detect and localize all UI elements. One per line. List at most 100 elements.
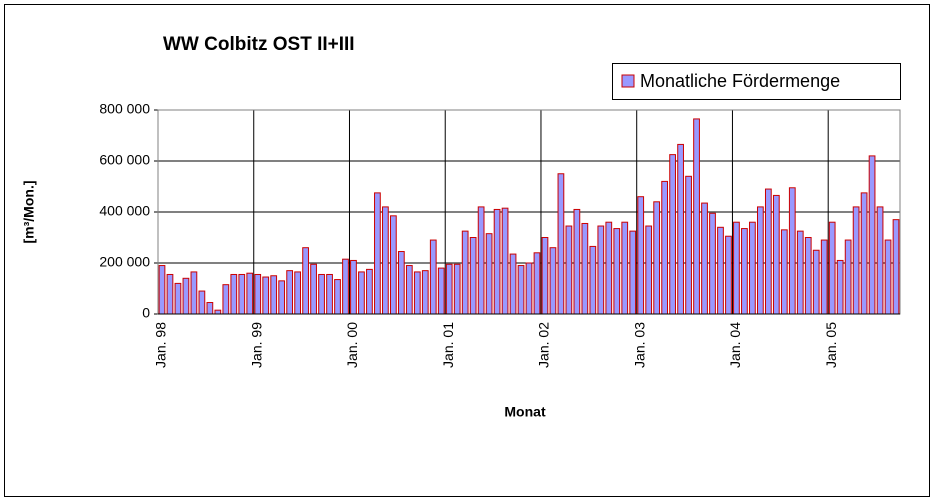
x-axis-label: Monat — [504, 404, 546, 420]
bar — [413, 271, 421, 315]
bar — [581, 222, 589, 315]
bar — [557, 173, 565, 315]
bar — [382, 206, 389, 315]
bar — [485, 233, 493, 315]
bar — [389, 215, 397, 315]
bar — [852, 206, 860, 315]
bar — [764, 188, 772, 315]
x-tick-label: Jan. 00 — [344, 322, 360, 368]
bar — [214, 309, 222, 315]
bar — [206, 302, 214, 315]
x-tick-label: Jan. 02 — [536, 322, 552, 368]
y-tick-label: 800 000 — [99, 101, 150, 117]
bar — [278, 280, 286, 315]
y-tick-label: 200 000 — [99, 254, 150, 270]
bar — [342, 258, 349, 315]
x-tick-label: Jan. 98 — [153, 322, 169, 368]
bar — [397, 251, 405, 315]
bar — [749, 221, 756, 315]
bar — [844, 239, 852, 315]
y-tick-label: 400 000 — [99, 203, 150, 219]
bar — [613, 228, 621, 315]
chart-title: WW Colbitz OST II+III — [163, 34, 355, 55]
bar — [533, 252, 541, 315]
bar — [876, 206, 884, 315]
bar — [501, 207, 509, 315]
bar — [358, 271, 365, 315]
bar — [254, 273, 262, 315]
bar — [174, 282, 182, 315]
bar — [812, 249, 820, 315]
bar — [182, 277, 190, 315]
bar — [693, 118, 700, 315]
bar — [493, 208, 501, 315]
bar — [437, 267, 445, 315]
legend-label: Monatliche Fördermenge — [640, 71, 840, 91]
bar — [605, 221, 613, 315]
bar — [238, 273, 246, 315]
bar — [796, 230, 804, 315]
bar — [860, 192, 868, 315]
bar — [302, 247, 309, 315]
bar — [286, 270, 294, 315]
bar — [158, 265, 166, 315]
legend-swatch — [621, 74, 635, 88]
bar — [246, 272, 254, 315]
bar — [525, 262, 533, 315]
x-tick-label: Jan. 01 — [440, 322, 456, 368]
y-tick-label: 0 — [142, 305, 150, 321]
bar — [350, 259, 357, 315]
x-tick-label: Jan. 04 — [727, 322, 743, 368]
x-tick-label: Jan. 99 — [248, 322, 264, 368]
bar — [445, 263, 453, 315]
bar — [469, 237, 477, 315]
bar — [780, 229, 788, 315]
bar — [788, 187, 796, 315]
bar — [669, 154, 676, 315]
bar — [310, 263, 317, 315]
bar — [661, 180, 669, 315]
bar — [884, 239, 892, 315]
bar — [262, 276, 270, 315]
bar — [836, 259, 844, 315]
bar — [429, 239, 437, 315]
bar — [230, 273, 238, 315]
bar — [405, 265, 413, 315]
y-tick-label: 600 000 — [99, 152, 150, 168]
bar — [892, 219, 900, 315]
bar — [717, 226, 724, 315]
bar — [621, 221, 629, 315]
bar — [374, 192, 381, 315]
bar — [645, 225, 653, 315]
bar — [741, 228, 748, 315]
bar — [725, 235, 732, 315]
bar — [804, 237, 812, 315]
bar — [868, 155, 876, 315]
bar — [453, 263, 461, 315]
bar — [757, 206, 764, 315]
bar — [366, 268, 373, 315]
legend — [612, 63, 901, 100]
x-tick-label: Jan. 05 — [823, 322, 839, 368]
y-axis-label: [m³/Mon.] — [21, 181, 37, 244]
bar — [701, 202, 708, 315]
bar — [820, 239, 828, 315]
bar — [294, 271, 301, 315]
bar — [517, 265, 525, 315]
bar — [629, 230, 637, 315]
bar — [589, 245, 597, 315]
bar — [166, 273, 174, 315]
bar — [573, 208, 581, 315]
bar — [461, 230, 469, 315]
bar — [334, 279, 341, 315]
bar — [421, 270, 429, 315]
bar — [772, 194, 780, 315]
bar — [709, 212, 716, 315]
bar — [318, 273, 325, 315]
bar — [733, 221, 740, 315]
bar — [198, 290, 206, 315]
bar — [270, 275, 278, 315]
bar — [509, 253, 517, 315]
bar — [653, 201, 661, 315]
